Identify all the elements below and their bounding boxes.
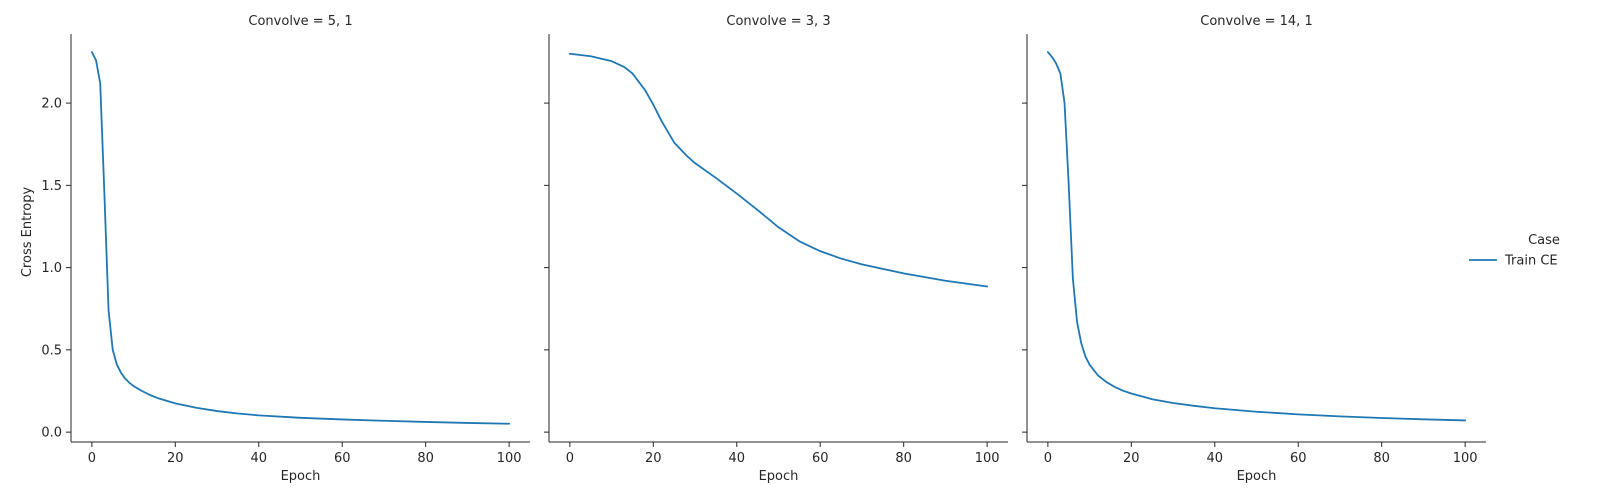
legend-title: Case [1528, 233, 1560, 248]
x-axis-label: Epoch [759, 469, 799, 484]
x-tick-label: 100 [497, 451, 522, 466]
y-tick-label: 1.0 [41, 261, 62, 276]
x-axis-label: Epoch [281, 469, 321, 484]
panel-1: Convolve = 5, 1 0 20 40 60 80 100 0.0 0.5 1.0 1.5 2… [41, 14, 530, 484]
x-tick-label: 40 [250, 451, 267, 466]
y-tick-label: 0.0 [41, 426, 62, 441]
panel-title: Convolve = 3, 3 [726, 14, 830, 29]
panel-3: Convolve = 14, 1 0 20 40 60 80 100 Epoch [1022, 14, 1486, 484]
x-tick-label: 0 [566, 451, 574, 466]
facet-panels: Convolve = 5, 1 0 20 40 60 80 100 0.0 0.5 1.0 1.5 2… [41, 14, 1486, 484]
x-tick-label: 80 [417, 451, 434, 466]
x-tick-label: 100 [975, 451, 1000, 466]
x-tick-label: 20 [1123, 451, 1140, 466]
y-tick-label: 1.5 [41, 179, 62, 194]
y-tick-label: 2.0 [41, 97, 62, 112]
panel-2: Convolve = 3, 3 0 20 40 60 80 100 Epoch [544, 14, 1008, 484]
legend: Case Train CE [1469, 233, 1560, 269]
x-tick-label: 0 [1044, 451, 1052, 466]
x-tick-label: 40 [1206, 451, 1223, 466]
y-tick-label: 0.5 [41, 343, 62, 358]
series-line-train-ce [568, 52, 989, 288]
x-tick-label: 0 [88, 451, 96, 466]
x-tick-label: 40 [728, 451, 745, 466]
x-tick-label: 60 [1290, 451, 1307, 466]
legend-label: Train CE [1504, 254, 1558, 269]
y-axis-label: Cross Entropy [20, 187, 35, 278]
x-axis-label: Epoch [1237, 469, 1277, 484]
x-tick-label: 80 [1373, 451, 1390, 466]
panel-title: Convolve = 14, 1 [1200, 14, 1312, 29]
series-line-train-ce [90, 51, 511, 425]
x-tick-label: 20 [167, 451, 184, 466]
panel-title: Convolve = 5, 1 [248, 14, 352, 29]
x-tick-label: 100 [1453, 451, 1478, 466]
x-tick-label: 80 [895, 451, 912, 466]
x-tick-label: 60 [334, 451, 351, 466]
legend-entries: Train CE [1469, 254, 1558, 269]
x-tick-label: 60 [812, 451, 829, 466]
x-tick-label: 20 [645, 451, 662, 466]
series-line-train-ce [1046, 51, 1467, 422]
